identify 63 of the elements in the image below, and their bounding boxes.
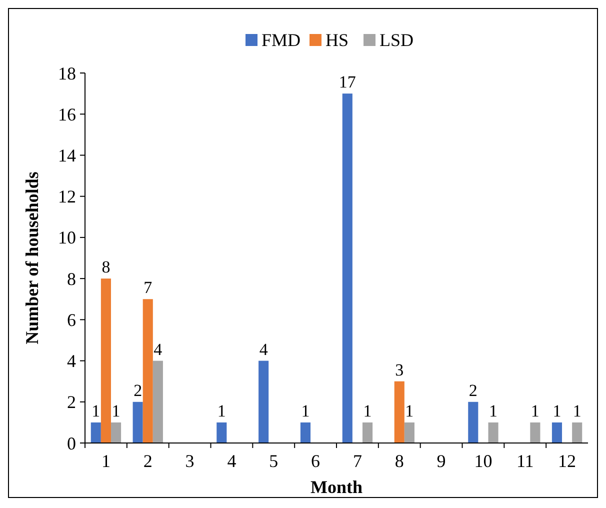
y-tick-label: 10 bbox=[58, 228, 76, 248]
bar bbox=[552, 422, 562, 443]
data-label: 1 bbox=[530, 401, 540, 420]
y-tick-label: 16 bbox=[58, 104, 76, 124]
y-tick-label: 8 bbox=[67, 268, 76, 289]
y-tick-label: 6 bbox=[67, 310, 76, 330]
data-label: 8 bbox=[102, 258, 110, 277]
bar bbox=[110, 422, 122, 443]
data-label: 1 bbox=[552, 401, 562, 420]
bar bbox=[132, 402, 143, 443]
data-label: 7 bbox=[144, 278, 153, 298]
x-tick-label: 3 bbox=[185, 451, 194, 471]
bar bbox=[394, 381, 404, 443]
data-label: 1 bbox=[92, 401, 100, 420]
x-tick-label: 9 bbox=[436, 451, 446, 471]
bar bbox=[142, 299, 153, 443]
bar bbox=[90, 422, 101, 443]
x-tick-label: 4 bbox=[227, 451, 236, 471]
data-label: 3 bbox=[395, 360, 404, 380]
bar bbox=[530, 422, 540, 443]
x-tick-label: 10 bbox=[474, 451, 492, 471]
y-axis-title: Number of households bbox=[22, 172, 42, 344]
x-tick-label: 12 bbox=[558, 451, 576, 471]
bar bbox=[300, 422, 311, 443]
legend-label: HS bbox=[326, 30, 349, 50]
data-label: 1 bbox=[301, 401, 310, 420]
data-label: 1 bbox=[405, 401, 414, 420]
x-tick-label: 7 bbox=[352, 451, 362, 471]
x-tick-label: 8 bbox=[394, 451, 404, 471]
y-tick-label: 18 bbox=[58, 63, 76, 84]
x-tick-label: 6 bbox=[311, 451, 320, 471]
data-label: 4 bbox=[259, 340, 268, 359]
bar bbox=[404, 422, 414, 443]
bar bbox=[488, 422, 498, 443]
legend-label: LSD bbox=[380, 30, 414, 50]
x-tick-label: 11 bbox=[516, 451, 534, 471]
data-label: 1 bbox=[217, 401, 226, 420]
bar bbox=[216, 422, 227, 443]
y-tick-label: 12 bbox=[58, 186, 76, 207]
data-label: 17 bbox=[338, 72, 356, 92]
y-tick-label: 2 bbox=[67, 392, 76, 412]
data-label: 2 bbox=[134, 380, 142, 400]
bar bbox=[152, 360, 163, 443]
bar bbox=[342, 94, 352, 443]
bar bbox=[572, 422, 582, 443]
legend-label: FMD bbox=[262, 30, 301, 50]
x-tick-label: 1 bbox=[101, 451, 110, 471]
bar bbox=[362, 422, 373, 443]
x-axis-title: Month bbox=[310, 477, 363, 497]
data-label: 1 bbox=[572, 401, 582, 420]
data-label: 1 bbox=[112, 401, 120, 420]
x-tick-label: 5 bbox=[269, 451, 278, 471]
data-label: 4 bbox=[154, 340, 163, 359]
y-tick-label: 0 bbox=[67, 433, 76, 454]
data-label: 1 bbox=[489, 401, 498, 420]
y-tick-label: 14 bbox=[58, 146, 76, 166]
x-tick-label: 2 bbox=[143, 451, 152, 471]
y-tick-label: 4 bbox=[67, 351, 76, 372]
bar bbox=[258, 360, 269, 443]
bar bbox=[100, 278, 111, 443]
bar bbox=[468, 402, 478, 443]
data-label: 2 bbox=[468, 380, 478, 400]
data-label: 1 bbox=[363, 401, 372, 420]
